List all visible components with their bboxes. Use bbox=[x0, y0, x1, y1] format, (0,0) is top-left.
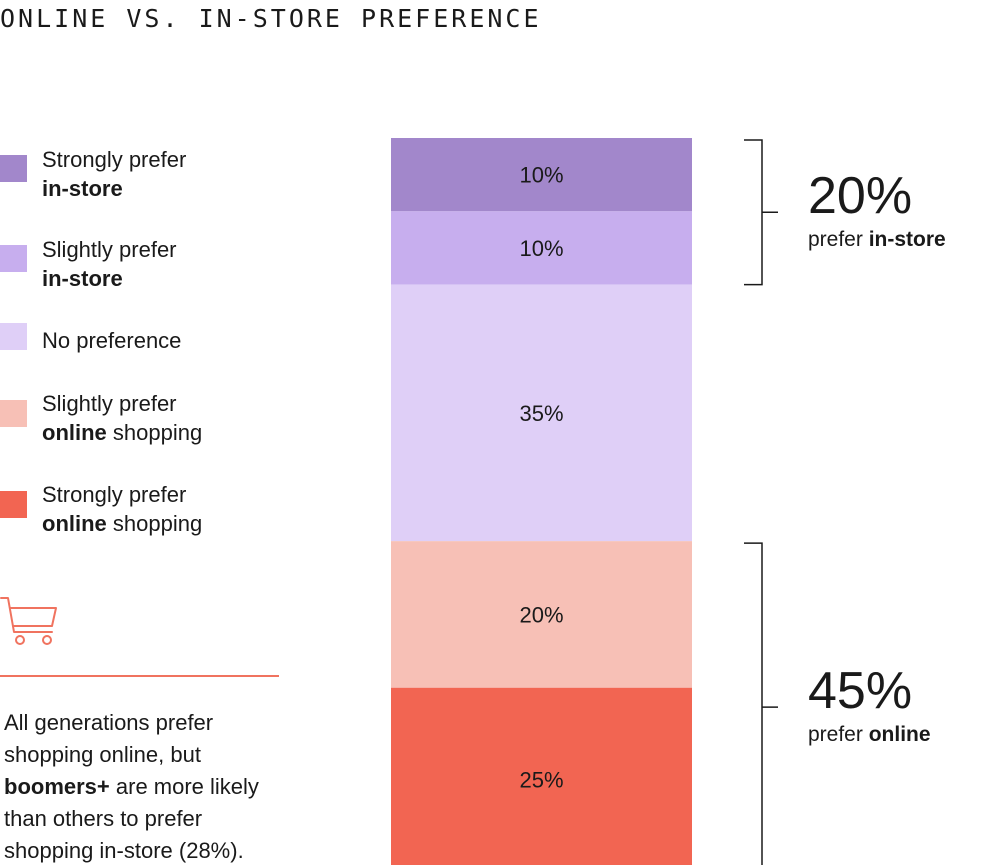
legend-label: Slightly prefer online shopping bbox=[42, 391, 203, 445]
summary-label: prefer in-store bbox=[808, 228, 946, 252]
chart-title: ONLINE VS. IN-STORE PREFERENCE bbox=[0, 4, 542, 33]
legend-swatch bbox=[0, 155, 27, 182]
bar-value-label: 35% bbox=[519, 401, 563, 426]
bar-segment bbox=[391, 211, 692, 285]
bar-segment bbox=[391, 541, 692, 688]
summary-in-store: 20% prefer in-store bbox=[808, 166, 946, 254]
summary-value: 20% bbox=[808, 167, 913, 226]
legend-swatch bbox=[0, 323, 27, 350]
bar-value-label: 10% bbox=[519, 163, 563, 188]
bracket bbox=[744, 139, 778, 286]
legend-swatch bbox=[0, 491, 27, 518]
legend-swatch bbox=[0, 245, 27, 272]
legend-label: Strongly prefer online shopping bbox=[42, 482, 203, 536]
legend-label: Strongly prefer in-store bbox=[42, 147, 187, 201]
stacked-bar-chart: 10% 10% 35% 20% 25% bbox=[391, 138, 778, 865]
summary-label: prefer online bbox=[808, 723, 931, 747]
bracket bbox=[744, 542, 778, 865]
legend-label: Slightly prefer in-store bbox=[42, 237, 177, 291]
summary-value: 45% bbox=[808, 662, 913, 721]
legend-swatch bbox=[0, 400, 27, 427]
legend-label: No preference bbox=[42, 328, 182, 353]
divider bbox=[0, 675, 279, 677]
bar-segment bbox=[391, 687, 692, 865]
shopping-cart-icon bbox=[0, 597, 57, 645]
insight-note: All generations prefer shopping online, … bbox=[4, 710, 259, 863]
bar-value-label: 25% bbox=[519, 767, 563, 792]
bar-value-label: 10% bbox=[519, 236, 563, 261]
summary-online: 45% prefer online bbox=[808, 661, 931, 749]
bar-value-label: 20% bbox=[519, 602, 563, 627]
bar-segment bbox=[391, 138, 692, 212]
bar-segment bbox=[391, 284, 692, 542]
